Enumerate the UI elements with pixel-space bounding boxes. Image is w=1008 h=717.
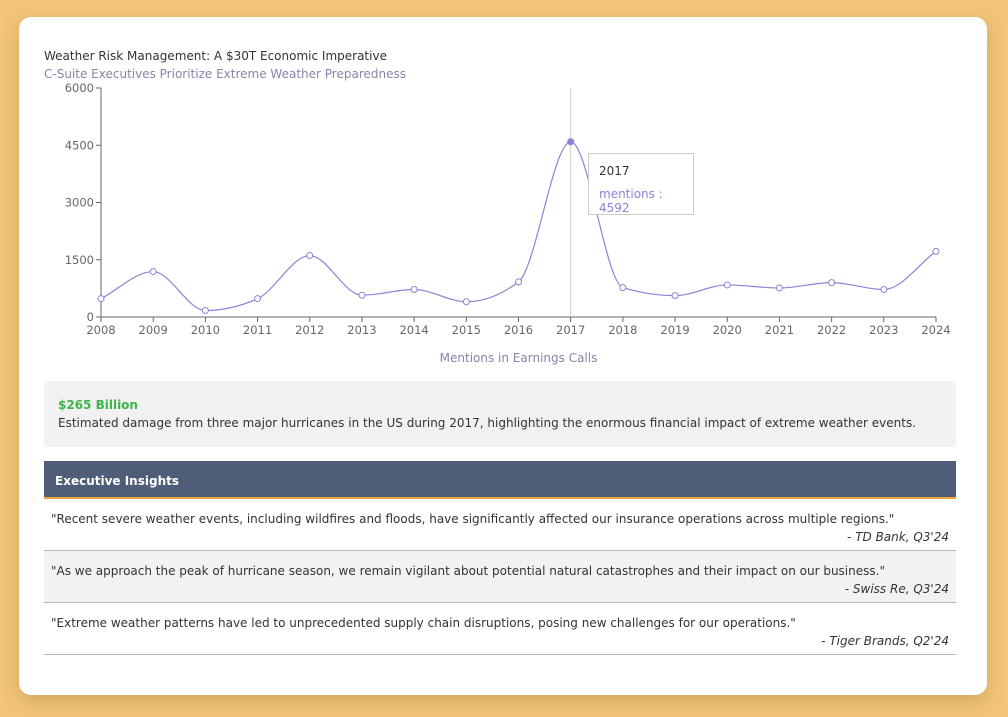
x-tick-label: 2011 (243, 323, 272, 337)
dashboard-card: Weather Risk Management: A $30T Economic… (19, 17, 987, 695)
insights-header: Executive Insights (44, 461, 956, 499)
data-point (515, 278, 522, 286)
chart-title: Weather Risk Management: A $30T Economic… (44, 49, 387, 63)
executive-insights: Executive Insights "Recent severe weathe… (44, 461, 956, 655)
data-point (723, 281, 731, 289)
data-point-active (567, 138, 575, 146)
data-point (149, 268, 157, 276)
chart-subtitle: C-Suite Executives Prioritize Extreme We… (44, 67, 406, 81)
chart-tooltip: 2017 mentions : 4592 (588, 153, 694, 215)
x-tick-label: 2008 (86, 323, 115, 337)
x-tick-label: 2023 (869, 323, 898, 337)
x-tick-label: 2016 (504, 323, 533, 337)
data-point (932, 247, 940, 255)
x-tick-label: 2014 (399, 323, 428, 337)
quote-source: - TD Bank, Q3'24 (847, 530, 949, 544)
quote-text: "As we approach the peak of hurricane se… (51, 564, 885, 578)
highlight-callout: $265 Billion Estimated damage from three… (44, 381, 956, 447)
y-axis: 0 1500 3000 4500 6000 (65, 81, 102, 324)
x-tick-label: 2015 (452, 323, 481, 337)
highlight-text: Estimated damage from three major hurric… (58, 416, 917, 430)
data-point (619, 284, 627, 292)
quote-text: "Extreme weather patterns have led to un… (51, 616, 796, 630)
tooltip-year: 2017 (599, 164, 630, 178)
data-point (880, 286, 888, 294)
tooltip-value: mentions : 4592 (599, 187, 663, 215)
x-axis: 2008 2009 2010 2011 2012 2013 2014 2015 2016 2017… (86, 316, 951, 337)
x-tick-label: 2018 (608, 323, 637, 337)
x-tick-label: 2024 (921, 323, 950, 337)
x-axis-title: Mentions in Earnings Calls (440, 351, 598, 365)
y-tick-label: 3000 (65, 196, 94, 210)
data-point (97, 295, 105, 303)
dashboard-content: Weather Risk Management: A $30T Economic… (31, 31, 975, 685)
x-tick-label: 2009 (139, 323, 168, 337)
quote-row: "Recent severe weather events, including… (44, 499, 956, 551)
x-tick-label: 2022 (817, 323, 846, 337)
series-line-mentions (100, 141, 937, 312)
quote-row: "As we approach the peak of hurricane se… (44, 551, 956, 603)
data-point (358, 291, 366, 299)
series-points (97, 138, 940, 315)
x-tick-label: 2020 (713, 323, 742, 337)
x-tick-label: 2019 (660, 323, 689, 337)
x-tick-label: 2012 (295, 323, 324, 337)
x-tick-label: 2013 (347, 323, 376, 337)
x-tick-label: 2017 (556, 323, 585, 337)
quote-source: - Tiger Brands, Q2'24 (821, 634, 949, 648)
y-tick-label: 0 (87, 310, 94, 324)
x-tick-label: 2021 (765, 323, 794, 337)
quote-text: "Recent severe weather events, including… (51, 512, 895, 526)
highlight-value: $265 Billion (58, 398, 138, 412)
data-point (775, 284, 783, 292)
data-point (671, 292, 679, 300)
quote-row: "Extreme weather patterns have led to un… (44, 603, 956, 655)
y-tick-label: 4500 (65, 138, 94, 152)
data-point (828, 279, 836, 287)
quote-source: - Swiss Re, Q3'24 (844, 582, 949, 596)
x-tick-label: 2010 (191, 323, 220, 337)
data-point (410, 286, 418, 294)
data-point (306, 252, 314, 260)
y-tick-label: 6000 (65, 81, 94, 95)
y-tick-label: 1500 (65, 253, 94, 267)
data-point (462, 298, 470, 306)
data-point (201, 307, 209, 315)
data-point (254, 295, 262, 303)
